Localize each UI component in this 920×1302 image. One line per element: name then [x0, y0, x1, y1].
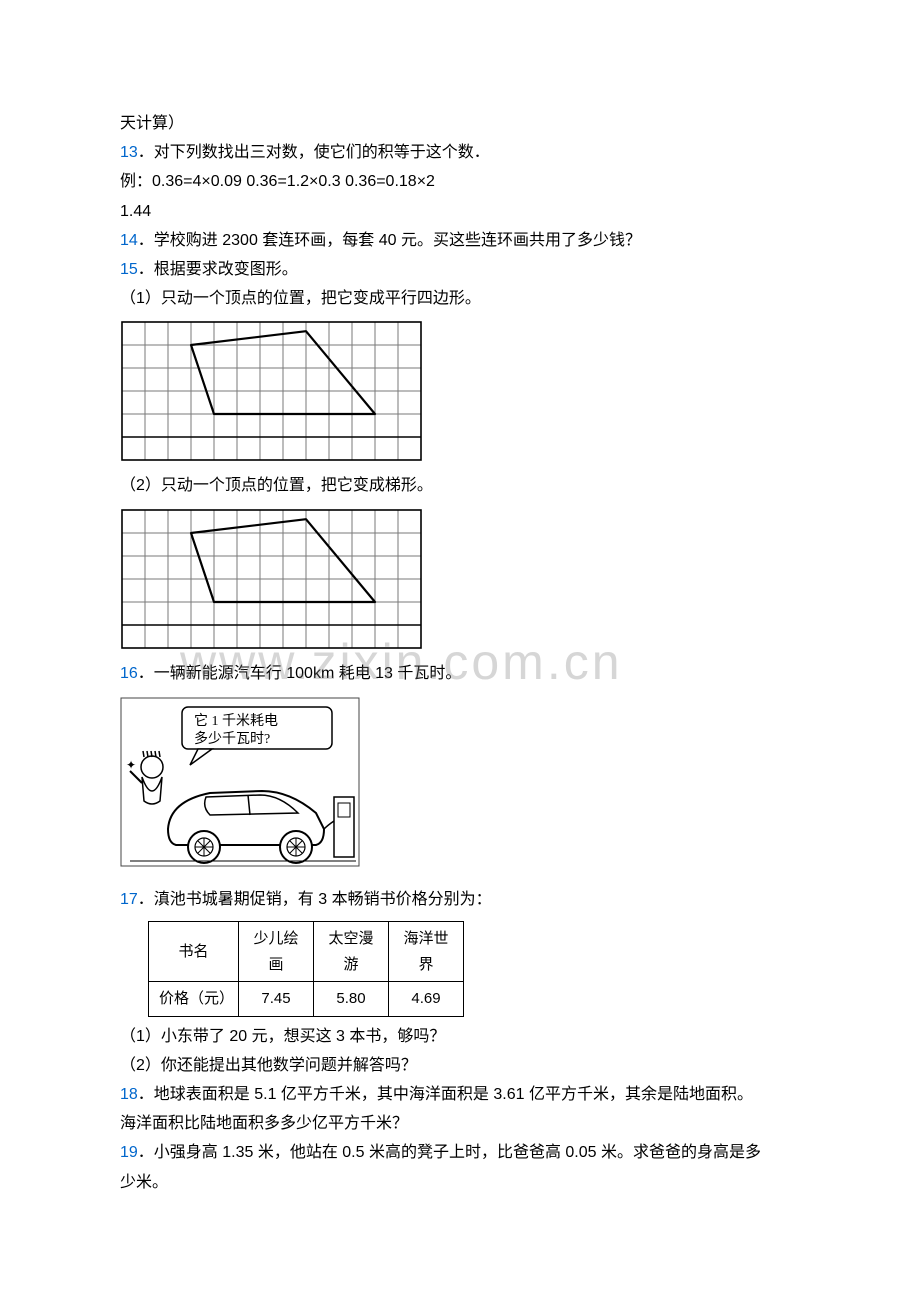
q18-cont: 海洋面积比陆地面积多多少亿平方千米？ [120, 1110, 800, 1137]
q17-num: 17 [120, 891, 138, 908]
q17: 17．滇池书城暑期促销，有 3 本畅销书价格分别为： [120, 886, 800, 913]
q16-illustration: 它 1 千米耗电多少千瓦时? ✦ [120, 697, 800, 876]
table-header-cell: 太空漫游 [314, 922, 389, 982]
table-price-cell: 7.45 [239, 982, 314, 1017]
q18-text: ．地球表面积是 5.1 亿平方千米，其中海洋面积是 3.61 亿平方千米，其余是… [138, 1086, 753, 1103]
q17-text: ．滇池书城暑期促销，有 3 本畅销书价格分别为： [138, 891, 492, 908]
table-price-cell: 5.80 [314, 982, 389, 1017]
q16: 16．一辆新能源汽车行 100km 耗电 13 千瓦时。 [120, 660, 800, 687]
svg-text:✦: ✦ [126, 758, 136, 772]
q13-num: 13 [120, 144, 138, 161]
table-row-label: 价格（元） [149, 982, 239, 1017]
table-header-cell: 少儿绘画 [239, 922, 314, 982]
q16-num: 16 [120, 665, 138, 682]
table-header-cell: 书名 [149, 922, 239, 982]
table-header-cell: 海洋世界 [389, 922, 464, 982]
q17-table: 书名少儿绘画太空漫游海洋世界价格（元）7.455.804.69 [148, 921, 464, 1017]
q19-cont: 少米。 [120, 1169, 800, 1196]
continuation-line: 天计算） [120, 110, 800, 137]
q18-num: 18 [120, 1086, 138, 1103]
q15-num: 15 [120, 261, 138, 278]
q15-text: ．根据要求改变图形。 [138, 261, 298, 278]
q16-text: ．一辆新能源汽车行 100km 耗电 13 千瓦时。 [138, 665, 462, 682]
q14: 14．学校购进 2300 套连环画，每套 40 元。买这些连环画共用了多少钱？ [120, 227, 800, 254]
q14-num: 14 [120, 232, 138, 249]
q15-sub2: （2）只动一个顶点的位置，把它变成梯形。 [120, 472, 800, 499]
q17-sub1: （1）小东带了 20 元，想买这 3 本书，够吗？ [120, 1023, 800, 1050]
table-price-cell: 4.69 [389, 982, 464, 1017]
q15: 15．根据要求改变图形。 [120, 256, 800, 283]
q19-num: 19 [120, 1144, 138, 1161]
q15-grid2 [120, 508, 800, 650]
q13-value: 1.44 [120, 198, 800, 225]
q13: 13．对下列数找出三对数，使它们的积等于这个数． [120, 139, 800, 166]
svg-text:多少千瓦时?: 多少千瓦时? [194, 730, 270, 747]
q15-sub1: （1）只动一个顶点的位置，把它变成平行四边形。 [120, 285, 800, 312]
q14-text: ．学校购进 2300 套连环画，每套 40 元。买这些连环画共用了多少钱？ [138, 232, 641, 249]
q13-text: ．对下列数找出三对数，使它们的积等于这个数． [138, 144, 490, 161]
q17-sub2: （2）你还能提出其他数学问题并解答吗？ [120, 1052, 800, 1079]
q13-example: 例：0.36=4×0.09 0.36=1.2×0.3 0.36=0.18×2 [120, 168, 800, 195]
q15-grid1 [120, 320, 800, 462]
q18: 18．地球表面积是 5.1 亿平方千米，其中海洋面积是 3.61 亿平方千米，其… [120, 1081, 800, 1108]
svg-text:它 1 千米耗电: 它 1 千米耗电 [194, 712, 278, 729]
q19: 19．小强身高 1.35 米，他站在 0.5 米高的凳子上时，比爸爸高 0.05… [120, 1139, 800, 1166]
q19-text: ．小强身高 1.35 米，他站在 0.5 米高的凳子上时，比爸爸高 0.05 米… [138, 1144, 761, 1161]
